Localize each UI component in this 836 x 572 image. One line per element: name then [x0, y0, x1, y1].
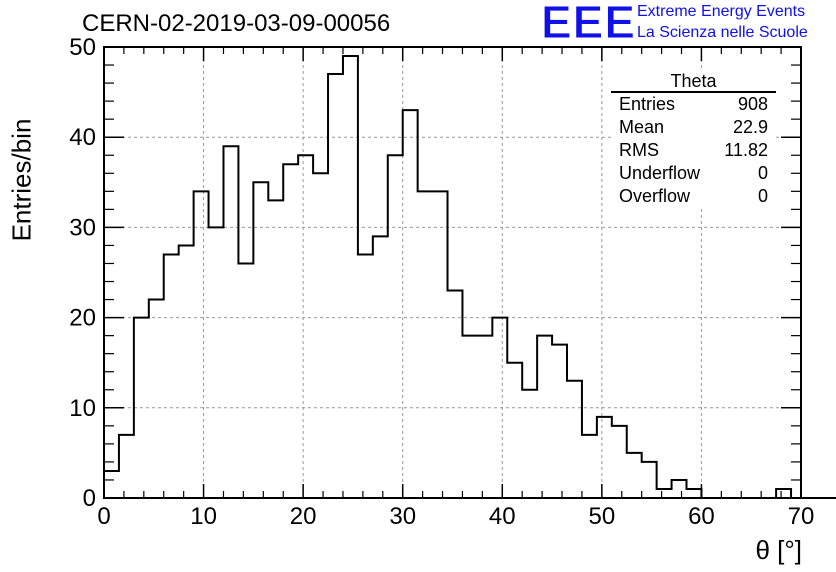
- stats-row-mean: Mean 22.9: [611, 116, 776, 139]
- plot-frame: [103, 46, 802, 499]
- stats-box: Theta Entries 908 Mean 22.9 RMS 11.82 Under…: [611, 71, 776, 208]
- axis-ticks: 0 10 20 30 40 50 60 70 0 10 20 30 40 50: [69, 34, 814, 530]
- stats-row-underflow: Underflow 0: [611, 162, 776, 185]
- y-tick-label: 30: [69, 214, 96, 241]
- stats-label: Mean: [619, 117, 665, 137]
- y-axis-label-box: Entries/bin: [4, 110, 40, 250]
- logo-text-line1: Extreme Energy Events: [637, 3, 806, 20]
- stats-value: 0: [757, 163, 768, 183]
- y-tick-label: 10: [69, 395, 96, 422]
- x-tick-label: 0: [97, 503, 110, 530]
- stats-label: Overflow: [619, 186, 691, 206]
- y-tick-label: 0: [83, 485, 96, 512]
- stats-value: 908: [737, 94, 768, 114]
- stats-label: Underflow: [619, 163, 701, 183]
- stats-label: Entries: [619, 94, 676, 114]
- stats-row-rms: RMS 11.82: [611, 139, 776, 162]
- x-tick-label: 70: [788, 503, 815, 530]
- y-tick-label: 20: [69, 305, 96, 332]
- x-tick-label: 60: [688, 503, 715, 530]
- stats-row-entries: Entries 908: [611, 93, 776, 116]
- x-tick-label: 30: [389, 503, 416, 530]
- y-axis-label: Entries/bin: [6, 118, 37, 242]
- y-tick-label: 50: [69, 34, 96, 61]
- stats-value: 0: [757, 186, 768, 206]
- y-tick-label: 40: [69, 124, 96, 151]
- stats-row-overflow: Overflow 0: [611, 185, 776, 208]
- stats-label: RMS: [619, 140, 659, 160]
- x-axis-label: θ [°]: [755, 535, 802, 565]
- stats-value: 11.82: [724, 140, 768, 160]
- x-tick-label: 40: [489, 503, 516, 530]
- x-tick-label: 50: [589, 503, 616, 530]
- logo-text-line2: La Scienza nelle Scuole: [637, 24, 808, 41]
- stats-value: 22.9: [732, 117, 768, 137]
- x-tick-label: 20: [290, 503, 317, 530]
- chart-title: CERN-02-2019-03-09-00056: [82, 10, 391, 37]
- stats-title: Theta: [611, 71, 776, 93]
- eee-logo-mark: EEE: [540, 0, 637, 49]
- x-tick-label: 10: [190, 503, 217, 530]
